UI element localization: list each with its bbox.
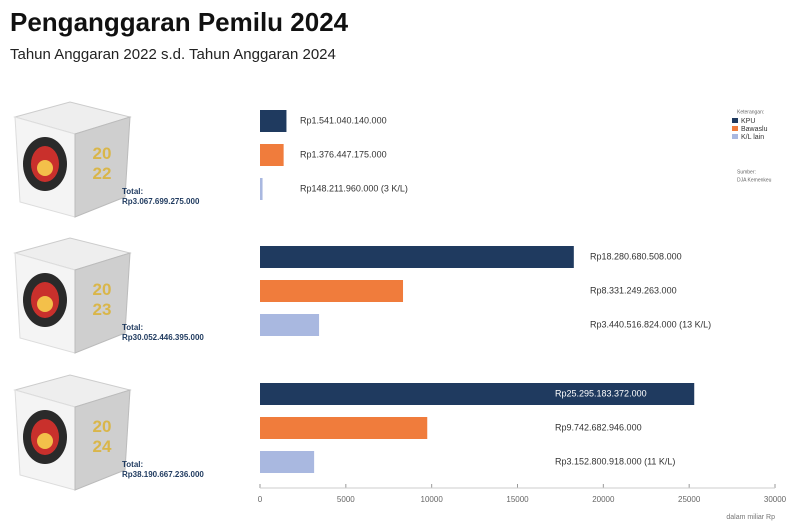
x-tick-label: 30000 bbox=[764, 495, 787, 504]
total-value: Rp30.052.446.395.000 bbox=[122, 333, 204, 342]
year-label: 2022 bbox=[92, 144, 112, 183]
emblem-core bbox=[37, 160, 53, 176]
emblem-core bbox=[37, 433, 53, 449]
x-tick-label: 10000 bbox=[421, 495, 444, 504]
value-label: Rp3.152.800.918.000 (11 K/L) bbox=[555, 456, 675, 466]
value-label: Rp1.376.447.175.000 bbox=[300, 149, 387, 159]
legend-swatch bbox=[732, 126, 738, 131]
bar bbox=[260, 417, 428, 439]
source: DJA Kemenkeu bbox=[737, 177, 772, 183]
box-right bbox=[74, 116, 131, 218]
bar bbox=[260, 110, 287, 132]
chart-subtitle: Tahun Anggaran 2022 s.d. Tahun Anggaran … bbox=[10, 46, 336, 63]
bar bbox=[260, 246, 574, 268]
total-label: Total: bbox=[122, 187, 143, 196]
emblem-core bbox=[37, 296, 53, 312]
chart-title: Penganggaran Pemilu 2024 bbox=[10, 7, 349, 37]
value-label: Rp1.541.040.140.000 bbox=[300, 115, 387, 125]
value-label: Rp148.211.960.000 (3 K/L) bbox=[300, 183, 408, 193]
box-right bbox=[74, 389, 131, 491]
value-label: Rp25.295.183.372.000 bbox=[555, 388, 647, 398]
box-right bbox=[74, 252, 131, 354]
source-label: Sumber: bbox=[737, 169, 756, 175]
value-label: Rp18.280.680.508.000 bbox=[590, 251, 682, 261]
legend-title: Keterangan: bbox=[737, 109, 764, 115]
value-label: Rp8.331.249.263.000 bbox=[590, 285, 677, 295]
bar bbox=[260, 280, 404, 302]
legend-swatch bbox=[732, 118, 738, 123]
bar bbox=[260, 314, 320, 336]
x-tick-label: 25000 bbox=[678, 495, 701, 504]
x-tick-label: 15000 bbox=[506, 495, 529, 504]
year-label: 2024 bbox=[92, 417, 112, 456]
year-label: 2023 bbox=[92, 280, 112, 319]
bar bbox=[260, 144, 284, 166]
total-value: Rp38.190.667.236.000 bbox=[122, 470, 204, 479]
bar bbox=[260, 383, 695, 405]
x-unit-label: dalam miliar Rp bbox=[726, 514, 775, 521]
legend-label: KPU bbox=[741, 118, 755, 125]
x-tick-label: 0 bbox=[258, 495, 263, 504]
total-label: Total: bbox=[122, 460, 143, 469]
total-label: Total: bbox=[122, 323, 143, 332]
bar bbox=[260, 451, 315, 473]
x-tick-label: 20000 bbox=[592, 495, 615, 504]
value-label: Rp9.742.682.946.000 bbox=[555, 422, 642, 432]
legend-label: K/L lain bbox=[741, 134, 764, 141]
bar bbox=[260, 178, 263, 200]
value-label: Rp3.440.516.824.000 (13 K/L) bbox=[590, 319, 711, 329]
legend-swatch bbox=[732, 134, 738, 139]
x-tick-label: 5000 bbox=[337, 495, 355, 504]
legend-label: Bawaslu bbox=[741, 126, 768, 133]
total-value: Rp3.067.699.275.000 bbox=[122, 197, 200, 206]
